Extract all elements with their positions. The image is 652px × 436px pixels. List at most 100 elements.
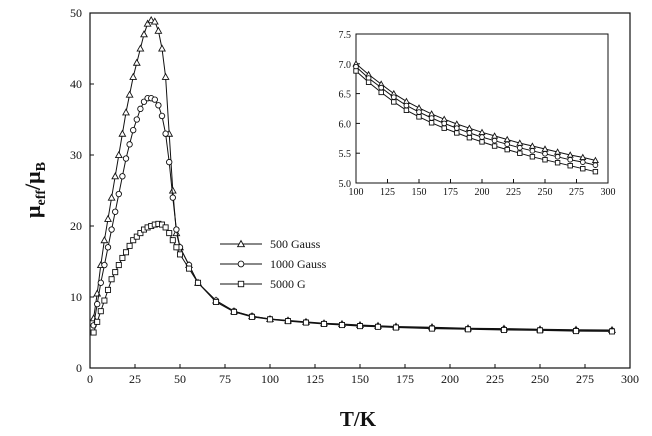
inset-y-tick-label: 7.5	[339, 30, 352, 41]
inset-x-tick-label: 175	[443, 187, 458, 198]
main-data-point	[101, 261, 108, 269]
main-data-point	[176, 251, 184, 258]
main-y-tick-label: 20	[70, 219, 82, 233]
main-data-point	[356, 323, 364, 330]
inset-data-point	[567, 163, 573, 169]
inset-data-point	[378, 84, 385, 91]
main-data-point	[173, 244, 180, 251]
main-axis-ticks: 0 25 50 75 100 125 150 175 200 225 250 275 300 0 10 20 3…	[70, 6, 639, 386]
main-data-point	[126, 141, 133, 148]
main-data-point	[125, 90, 134, 98]
main-y-tick-label: 50	[70, 6, 82, 20]
main-data-point	[112, 208, 119, 215]
main-data-point	[104, 214, 112, 222]
main-data-point	[284, 318, 292, 325]
main-data-point	[122, 249, 130, 256]
inset-x-tick-label: 250	[538, 187, 553, 198]
main-data-point	[248, 313, 256, 320]
main-x-tick-label: 125	[306, 372, 324, 386]
main-data-point	[94, 318, 101, 325]
y-axis-title-sub-b: B	[34, 162, 49, 171]
main-data-point	[136, 44, 145, 52]
main-data-point	[608, 328, 616, 335]
inset-x-tick-label: 275	[569, 187, 584, 198]
inset-data-point	[378, 89, 384, 96]
inset-x-tick-label: 100	[349, 187, 364, 198]
inset-data-point	[580, 166, 586, 172]
inset-y-tick-label: 5.0	[339, 179, 352, 190]
main-data-point	[111, 172, 120, 180]
inset-data-point	[491, 143, 498, 149]
inset-data-point	[517, 150, 523, 156]
legend-label: 500 Gauss	[270, 237, 321, 251]
y-axis-title-mu: μ	[20, 205, 45, 218]
main-data-point	[133, 116, 140, 123]
main-data-point	[374, 323, 382, 330]
main-data-point	[101, 297, 108, 304]
main-data-point	[115, 190, 122, 198]
main-data-point	[155, 102, 162, 109]
main-data-point	[119, 173, 126, 180]
inset-data-point	[416, 114, 422, 120]
main-data-point	[536, 327, 544, 334]
main-data-point	[137, 105, 144, 113]
main-data-point	[166, 158, 173, 166]
inset-series-group	[352, 60, 599, 175]
main-data-point	[500, 327, 508, 334]
inset-axis-ticks: 100 125 150 175 200 225 250 275 300 5.0 5.5 6.0 6.5 7…	[339, 30, 616, 198]
main-data-point	[115, 262, 122, 269]
main-data-point	[90, 329, 97, 336]
y-axis-title: μeff/μB	[20, 162, 49, 218]
main-x-tick-label: 0	[87, 372, 93, 386]
main-data-point	[122, 155, 130, 162]
inset-data-point	[390, 94, 397, 101]
main-data-point	[107, 193, 116, 201]
main-data-point	[97, 279, 104, 286]
inset-data-point	[391, 99, 397, 105]
main-x-tick-label: 50	[174, 372, 186, 386]
main-data-point	[140, 30, 148, 38]
main-data-point	[173, 226, 180, 233]
main-x-tick-label: 275	[576, 372, 594, 386]
main-data-point	[151, 96, 158, 103]
inset-y-tick-label: 7.0	[339, 60, 352, 71]
main-data-point	[97, 308, 104, 315]
main-series-group	[89, 15, 616, 336]
legend-label: 1000 Gauss	[270, 257, 327, 271]
main-data-point	[122, 108, 130, 116]
inset-frame	[355, 33, 609, 184]
inset-data-point	[416, 109, 422, 115]
main-x-tick-label: 200	[441, 372, 459, 386]
inset-data-point	[453, 125, 460, 131]
main-data-point	[320, 320, 328, 327]
inset-data-point	[516, 145, 523, 151]
main-data-point	[194, 279, 202, 286]
inset-data-point	[479, 139, 485, 145]
inset-data-point	[579, 159, 586, 165]
inset-data-point	[466, 130, 473, 136]
inset-data-point	[479, 134, 485, 140]
main-x-tick-label: 300	[621, 372, 639, 386]
inset-data-point	[365, 79, 372, 85]
main-data-point	[126, 242, 133, 249]
main-data-point	[130, 237, 137, 244]
main-x-tick-label: 225	[486, 372, 504, 386]
main-data-point	[130, 126, 137, 134]
main-data-point	[118, 129, 127, 137]
inset-data-point	[567, 156, 574, 163]
y-axis-title-sep: /μ	[20, 171, 45, 191]
main-data-point	[104, 244, 112, 251]
main-data-point	[185, 265, 193, 272]
inset-data-point	[542, 157, 548, 163]
main-x-tick-label: 175	[396, 372, 414, 386]
main-data-point	[104, 286, 112, 293]
x-axis-title: T/K	[340, 407, 377, 431]
main-y-tick-label: 10	[70, 290, 82, 304]
main-data-point	[302, 319, 310, 326]
main-x-tick-label: 100	[261, 372, 279, 386]
legend-label: 5000 G	[270, 277, 306, 291]
main-data-point	[169, 194, 176, 201]
inset-data-point	[441, 125, 447, 131]
main-data-point	[572, 328, 580, 335]
